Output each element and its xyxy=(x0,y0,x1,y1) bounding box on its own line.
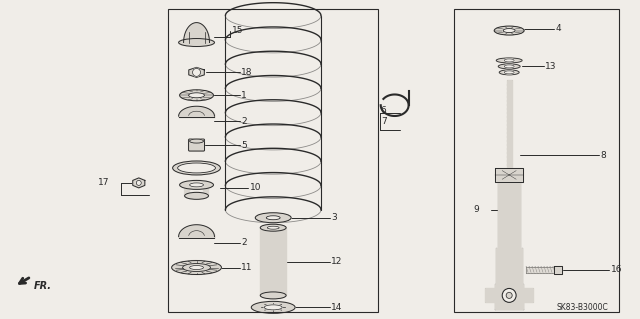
Polygon shape xyxy=(132,178,145,188)
Ellipse shape xyxy=(268,226,279,229)
Text: 18: 18 xyxy=(241,68,253,77)
Text: 14: 14 xyxy=(331,303,342,312)
Polygon shape xyxy=(182,261,196,268)
Ellipse shape xyxy=(504,71,514,74)
FancyBboxPatch shape xyxy=(189,139,205,151)
Polygon shape xyxy=(196,268,202,274)
Polygon shape xyxy=(544,267,546,272)
Polygon shape xyxy=(196,262,212,268)
Ellipse shape xyxy=(255,213,291,223)
Polygon shape xyxy=(181,268,196,273)
Polygon shape xyxy=(204,185,209,196)
Text: 6: 6 xyxy=(381,106,387,115)
Polygon shape xyxy=(553,267,555,272)
Text: 1: 1 xyxy=(241,91,247,100)
Circle shape xyxy=(506,293,512,298)
Bar xyxy=(168,9,378,312)
Text: 2: 2 xyxy=(241,117,247,126)
Polygon shape xyxy=(188,268,196,274)
Polygon shape xyxy=(184,185,189,196)
Ellipse shape xyxy=(178,163,216,173)
Polygon shape xyxy=(529,267,531,272)
Ellipse shape xyxy=(260,224,286,231)
Ellipse shape xyxy=(498,172,520,178)
Ellipse shape xyxy=(264,305,282,310)
Polygon shape xyxy=(189,67,204,78)
Ellipse shape xyxy=(189,183,204,187)
Ellipse shape xyxy=(494,26,524,35)
Ellipse shape xyxy=(252,301,295,313)
Polygon shape xyxy=(196,264,217,268)
Text: 5: 5 xyxy=(241,141,247,150)
Text: 11: 11 xyxy=(241,263,253,272)
Ellipse shape xyxy=(173,161,220,175)
Polygon shape xyxy=(554,265,562,273)
Polygon shape xyxy=(495,168,523,182)
Text: 17: 17 xyxy=(99,178,110,187)
Text: 15: 15 xyxy=(232,26,244,35)
Ellipse shape xyxy=(184,192,209,199)
Bar xyxy=(454,9,619,312)
Polygon shape xyxy=(172,265,196,268)
Ellipse shape xyxy=(179,39,214,47)
Ellipse shape xyxy=(182,263,211,271)
Ellipse shape xyxy=(189,139,204,143)
Ellipse shape xyxy=(189,93,205,98)
Ellipse shape xyxy=(180,181,214,189)
Text: FR.: FR. xyxy=(35,281,52,292)
Polygon shape xyxy=(196,268,217,272)
Polygon shape xyxy=(535,267,537,272)
Polygon shape xyxy=(541,267,543,272)
Text: 12: 12 xyxy=(331,257,342,266)
Text: 7: 7 xyxy=(381,117,387,126)
Polygon shape xyxy=(176,263,196,268)
Polygon shape xyxy=(495,285,523,309)
Polygon shape xyxy=(498,175,520,248)
Ellipse shape xyxy=(172,261,221,274)
Text: 16: 16 xyxy=(611,265,622,274)
Circle shape xyxy=(193,68,200,76)
Text: 4: 4 xyxy=(556,24,561,33)
Polygon shape xyxy=(523,288,533,302)
Polygon shape xyxy=(485,288,495,302)
Ellipse shape xyxy=(180,90,214,101)
Circle shape xyxy=(502,288,516,302)
Text: 9: 9 xyxy=(474,205,479,214)
Polygon shape xyxy=(538,267,540,272)
Text: 10: 10 xyxy=(250,183,262,192)
Ellipse shape xyxy=(498,64,520,69)
Text: 13: 13 xyxy=(545,62,557,71)
Polygon shape xyxy=(260,228,286,295)
Polygon shape xyxy=(196,261,205,268)
Ellipse shape xyxy=(496,58,522,63)
Text: 2: 2 xyxy=(241,238,247,247)
Polygon shape xyxy=(550,267,552,272)
Polygon shape xyxy=(526,267,528,272)
Text: 8: 8 xyxy=(601,151,607,160)
Polygon shape xyxy=(176,268,196,271)
Polygon shape xyxy=(196,268,221,270)
Ellipse shape xyxy=(260,292,286,299)
Ellipse shape xyxy=(504,59,514,62)
Polygon shape xyxy=(496,248,522,285)
Polygon shape xyxy=(196,266,221,268)
Polygon shape xyxy=(532,267,534,272)
Text: 3: 3 xyxy=(331,213,337,222)
Ellipse shape xyxy=(189,265,204,270)
Polygon shape xyxy=(507,80,511,175)
Ellipse shape xyxy=(499,70,519,75)
Polygon shape xyxy=(172,268,196,269)
Polygon shape xyxy=(192,261,196,268)
Ellipse shape xyxy=(503,29,515,33)
Ellipse shape xyxy=(504,65,514,68)
Circle shape xyxy=(136,181,141,185)
Polygon shape xyxy=(196,268,211,274)
Ellipse shape xyxy=(266,216,280,220)
Text: SK83-B3000C: SK83-B3000C xyxy=(557,303,609,312)
Polygon shape xyxy=(547,267,549,272)
